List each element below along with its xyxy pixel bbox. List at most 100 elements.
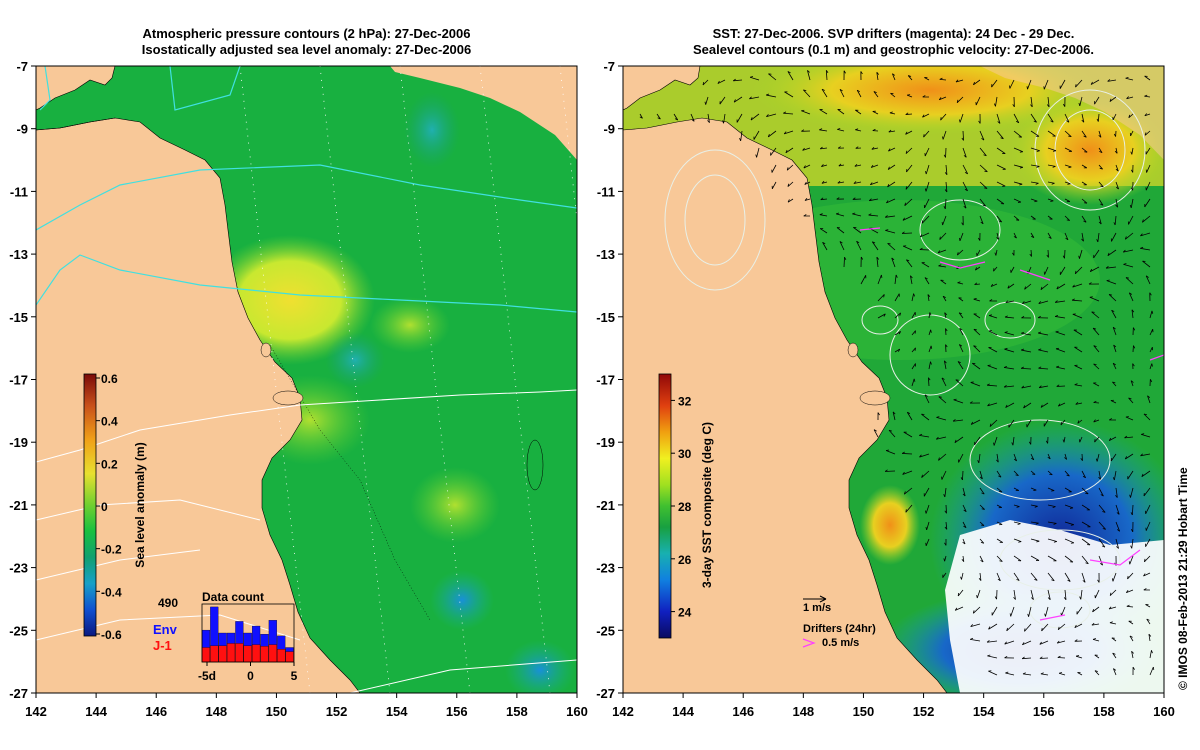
- velocity-arrow: [836, 213, 845, 217]
- velocity-arrow: [784, 91, 794, 98]
- velocity-arrow: [1128, 292, 1134, 302]
- velocity-arrowhead: [901, 231, 905, 234]
- velocity-arrowhead: [886, 449, 890, 451]
- velocity-arrowhead: [749, 96, 752, 100]
- velocity-arrow: [925, 504, 930, 514]
- velocity-arrow: [1012, 436, 1015, 446]
- velocity-arrow: [1097, 113, 1100, 122]
- velocity-arrowhead: [1067, 579, 1071, 582]
- velocity-arrow: [907, 75, 913, 81]
- velocity-arrow: [1113, 344, 1117, 353]
- velocity-arrow: [877, 274, 882, 285]
- velocity-arrow: [1055, 316, 1066, 319]
- velocity-arrow: [723, 113, 726, 124]
- velocity-arrow: [1140, 232, 1151, 237]
- satellite-track-2: [319, 66, 391, 693]
- velocity-arrow: [961, 572, 964, 580]
- velocity-arrow: [825, 70, 828, 81]
- velocity-arrow: [1039, 385, 1049, 389]
- velocity-arrowhead: [717, 80, 720, 84]
- velocity-arrowhead: [1068, 135, 1072, 138]
- right-y-tick-label: -25: [596, 623, 615, 638]
- velocity-arrow: [1128, 113, 1134, 119]
- velocity-arrow: [1064, 453, 1068, 460]
- left-y-tick-label: -19: [9, 435, 28, 450]
- velocity-arrowhead: [1024, 628, 1026, 632]
- cape-york-coast-left: [36, 117, 116, 131]
- right-panel-title: SST: 27-Dec-2006. SVP drifters (magenta)…: [623, 26, 1164, 58]
- velocity-arrow: [804, 198, 811, 201]
- velocity-arrow: [1039, 640, 1049, 645]
- velocity-arrow: [962, 164, 968, 175]
- velocity-arrow: [1047, 249, 1049, 258]
- velocity-arrow: [957, 589, 964, 597]
- velocity-arrowhead: [935, 436, 939, 440]
- velocity-arrowhead: [938, 97, 942, 100]
- velocity-arrowhead: [1029, 253, 1032, 257]
- velocity-arrow: [1081, 504, 1090, 511]
- velocity-arrowhead: [921, 220, 924, 224]
- velocity-arrowhead: [910, 275, 913, 279]
- velocity-arrowhead: [1045, 440, 1049, 444]
- velocity-arrowhead: [1054, 314, 1059, 317]
- velocity-arrowhead: [1057, 626, 1060, 630]
- velocity-arrowhead: [1047, 456, 1051, 460]
- velocity-arrowhead: [922, 114, 925, 118]
- velocity-arrow: [945, 181, 948, 192]
- velocity-arrow: [928, 312, 931, 319]
- sla-contour-9: [969, 419, 1111, 501]
- velocity-arrow: [1115, 487, 1118, 498]
- velocity-arrow: [959, 232, 964, 242]
- velocity-arrowhead: [1129, 292, 1133, 295]
- velocity-arrowhead: [1083, 220, 1087, 223]
- velocity-arrowhead: [953, 398, 957, 401]
- sla-contour-1: [684, 174, 746, 266]
- velocity-arrow: [987, 655, 998, 659]
- velocity-arrowhead: [1112, 477, 1115, 481]
- velocity-arrow: [996, 232, 1000, 240]
- velocity-arrowhead: [1062, 255, 1065, 259]
- velocity-arrow: [1141, 470, 1151, 477]
- velocity-arrowhead: [1109, 418, 1113, 421]
- velocity-arrowhead: [961, 222, 964, 226]
- velocity-arrow: [1129, 635, 1134, 642]
- velocity-arrowhead: [1040, 404, 1043, 408]
- velocity-arrow: [972, 362, 981, 370]
- velocity-arrowhead: [1039, 641, 1042, 645]
- velocity-arrowhead: [1074, 624, 1077, 628]
- velocity-arrow: [1004, 348, 1015, 353]
- velocity-arrow: [979, 164, 988, 172]
- velocity-arrowhead: [785, 149, 788, 153]
- velocity-arrow: [1038, 349, 1049, 353]
- velocity-arrow: [1055, 300, 1066, 303]
- velocity-arrowhead: [952, 419, 956, 422]
- data-count-j1-bar: [260, 646, 269, 663]
- velocity-arrow: [1098, 130, 1102, 138]
- velocity-arrow: [1063, 436, 1066, 443]
- velocity-arrow: [1047, 538, 1057, 542]
- island-left-2: [260, 342, 272, 358]
- velocity-arrowhead: [943, 206, 946, 210]
- velocity-arrowhead: [962, 541, 966, 545]
- velocity-arrowhead: [1041, 627, 1043, 632]
- velocity-arrowhead: [1066, 120, 1070, 123]
- velocity-arrowhead: [919, 234, 923, 238]
- velocity-arrow: [1125, 453, 1134, 460]
- velocity-arrowhead: [877, 412, 880, 416]
- velocity-arrowhead: [873, 91, 877, 94]
- velocity-arrowhead: [707, 120, 710, 123]
- velocity-arrow: [911, 363, 916, 370]
- velocity-arrowhead: [1150, 379, 1153, 383]
- velocity-arrow: [1115, 538, 1119, 549]
- velocity-arrowhead: [959, 237, 961, 241]
- velocity-arrow: [927, 294, 930, 302]
- velocity-arrow: [955, 79, 964, 83]
- velocity-arrowhead: [987, 654, 991, 657]
- velocity-arrow: [736, 113, 743, 123]
- velocity-arrowhead: [974, 282, 978, 285]
- sla-high-east: [370, 297, 450, 353]
- velocity-arrow: [1144, 95, 1151, 98]
- velocity-arrow: [924, 147, 930, 157]
- velocity-arrow: [922, 113, 930, 118]
- velocity-arrow: [988, 623, 998, 630]
